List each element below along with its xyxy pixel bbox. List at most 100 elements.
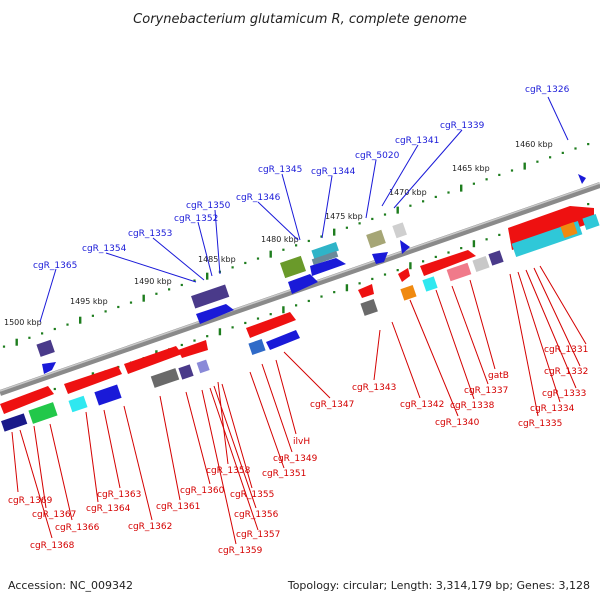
minor-tick [256, 317, 260, 320]
gene-label: cgR_1368 [30, 541, 75, 551]
gene-box [366, 229, 386, 249]
gene-label: cgR_1341 [395, 136, 439, 146]
gene-box [360, 299, 378, 316]
minor-tick [485, 238, 488, 241]
minor-tick [129, 301, 133, 304]
gene-label: cgR_1342 [400, 400, 444, 410]
gene-label: cgR_1355 [230, 490, 274, 500]
gene-label: cgR_5020 [355, 151, 400, 161]
minor-tick [2, 345, 6, 348]
gene-box [392, 222, 407, 239]
forward-gene-labels: cgR_1326 cgR_1339 cgR_1341 cgR_5020 cgR_… [33, 85, 570, 271]
gene-label: cgR_1347 [310, 400, 354, 410]
minor-tick [498, 233, 501, 237]
minor-tick [447, 251, 450, 254]
reverse-gene-labels: cgR_1331 cgR_1332 cgR_1333 cgR_1334 cgR_… [8, 345, 588, 556]
gene-box [94, 384, 122, 406]
gene-arrow-reverse [246, 312, 296, 338]
minor-tick [295, 244, 298, 247]
scale-label-1480: 1480 kbp [261, 235, 299, 244]
gene-arrow-forward [196, 304, 234, 324]
major-tick [523, 162, 526, 170]
gene-arrow-forward [310, 258, 346, 276]
minor-tick [282, 248, 285, 251]
gene-label: gatB [488, 371, 509, 381]
gene-label: cgR_1359 [218, 546, 263, 556]
minor-tick [383, 273, 387, 276]
gene-label: cgR_1365 [33, 261, 77, 271]
scale-label-1500: 1500 kbp [4, 318, 42, 327]
gene-arrow-reverse [420, 250, 476, 276]
minor-tick [295, 304, 298, 307]
minor-tick [498, 173, 501, 177]
gene-box [1, 413, 28, 432]
gene-label: cgR_1356 [234, 510, 279, 520]
minor-tick [206, 335, 209, 338]
gene-box [196, 359, 210, 374]
minor-tick [168, 288, 171, 291]
minor-tick [244, 261, 247, 265]
gene-label: cgR_1352 [174, 214, 218, 224]
forward-leader-lines [39, 96, 569, 323]
scale-ticks [2, 142, 590, 408]
minor-tick [447, 191, 450, 194]
major-tick [282, 306, 285, 314]
minor-tick [536, 160, 539, 163]
gene-label: cgR_1326 [525, 85, 570, 95]
gene-label: cgR_1332 [544, 367, 588, 377]
minor-tick [434, 195, 437, 199]
gene-box [400, 285, 417, 301]
minor-tick [358, 222, 361, 225]
gene-label: cgR_1357 [236, 530, 280, 540]
gene-box [311, 241, 339, 259]
minor-tick [307, 239, 310, 243]
major-tick [79, 316, 82, 324]
minor-tick [396, 269, 399, 272]
minor-tick [434, 255, 437, 259]
topology-text: Topology: circular; Length: 3,314,179 bp… [287, 579, 590, 592]
minor-tick [269, 313, 272, 316]
major-tick [218, 328, 222, 336]
gene-label: cgR_1339 [440, 121, 485, 131]
gene-arrow-forward [400, 240, 410, 254]
gene-label: cgR_1334 [530, 404, 575, 414]
minor-tick [587, 142, 590, 146]
minor-tick [193, 339, 196, 342]
gene-label: cgR_1337 [464, 386, 508, 396]
minor-tick [256, 257, 260, 260]
minor-tick [383, 213, 387, 216]
major-tick [333, 228, 336, 236]
gene-label: cgR_1367 [32, 510, 76, 520]
gene-arrow-forward [42, 362, 56, 374]
minor-tick [549, 156, 552, 159]
minor-tick [193, 279, 196, 282]
gene-arrow-reverse [266, 330, 300, 350]
gene-label: cgR_1343 [352, 383, 396, 393]
scale-label-1465: 1465 kbp [452, 164, 490, 173]
gene-box [582, 214, 600, 230]
gene-arrow-reverse [178, 340, 208, 358]
gene-label: cgR_1350 [186, 201, 231, 211]
minor-tick [371, 277, 374, 281]
minor-tick [104, 310, 107, 313]
gene-label: cgR_1344 [311, 167, 356, 177]
minor-tick [117, 305, 120, 309]
accession-text: Accession: NC_009342 [8, 579, 134, 592]
gene-arrow-forward [578, 174, 586, 184]
major-tick [409, 262, 412, 270]
minor-tick [345, 226, 348, 229]
major-tick [269, 250, 272, 258]
minor-tick [485, 178, 488, 181]
gene-arrow-reverse [398, 268, 410, 282]
minor-tick [409, 204, 412, 207]
gene-label: cgR_1338 [450, 401, 495, 411]
minor-tick [66, 323, 69, 326]
minor-tick [180, 343, 183, 347]
minor-tick [28, 336, 31, 339]
gene-arrow-forward [288, 274, 318, 294]
major-tick [206, 272, 209, 280]
minor-tick [574, 147, 577, 150]
gene-label: cgR_1362 [128, 522, 172, 532]
minor-tick [244, 321, 247, 325]
minor-tick [587, 202, 590, 206]
